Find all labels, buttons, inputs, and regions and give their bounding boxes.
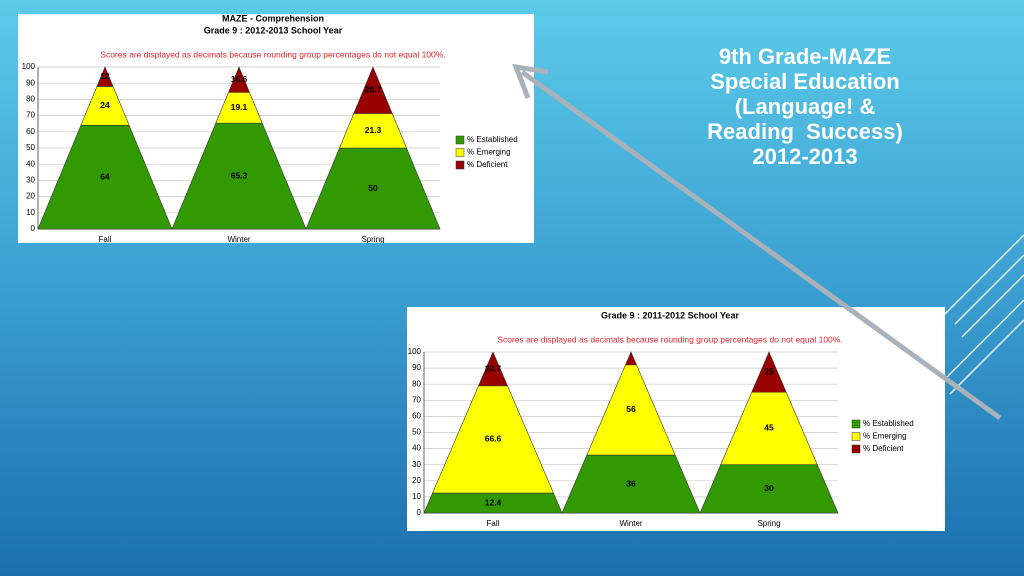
- y-tick-label: 40: [26, 159, 35, 168]
- data-label: 36: [626, 478, 636, 488]
- title-line: 9th Grade-MAZE: [718, 44, 892, 69]
- pyramid-segment: [96, 66, 114, 87]
- x-tick-label: Winter: [619, 519, 642, 528]
- y-tick-label: 0: [31, 224, 36, 233]
- pyramid-segment: [353, 66, 393, 114]
- y-tick-label: 80: [26, 95, 35, 104]
- title-line: Reading Success): [707, 119, 903, 144]
- pyramid-segment: [228, 66, 250, 93]
- legend-label: % Established: [863, 419, 914, 428]
- y-tick-label: 70: [412, 395, 421, 404]
- y-tick-label: 40: [412, 444, 421, 453]
- title-line: Special Education: [710, 69, 900, 94]
- y-tick-label: 20: [412, 476, 421, 485]
- legend-swatch: [851, 444, 861, 454]
- y-tick-label: 80: [412, 379, 421, 388]
- annotation: Scores are displayed as decimals because…: [100, 49, 445, 59]
- title-line: (Language! &: [734, 94, 876, 119]
- y-tick-label: 30: [412, 460, 421, 469]
- data-label: 20.7: [485, 363, 502, 373]
- y-tick-label: 90: [412, 363, 421, 372]
- data-label: 12.4: [485, 497, 502, 507]
- y-tick-label: 70: [26, 111, 35, 120]
- y-tick-label: 60: [26, 127, 35, 136]
- title-line: 2012-2013: [752, 144, 858, 169]
- x-tick-label: Fall: [99, 235, 112, 243]
- data-label: 19.1: [231, 102, 248, 112]
- data-label: 45: [764, 423, 774, 433]
- data-label: 24: [100, 100, 110, 110]
- legend-label: % Established: [467, 135, 518, 144]
- chart-title: MAZE - Comprehension: [222, 14, 324, 23]
- chart: MAZE - Comprehension Grade 9 : 2012-2013 …: [22, 14, 518, 243]
- data-label: 21.3: [365, 125, 382, 135]
- legend-label: % Emerging: [467, 148, 511, 157]
- data-label: 65.3: [231, 170, 248, 180]
- legend-label: % Deficient: [863, 444, 904, 453]
- x-tick-label: Spring: [361, 235, 384, 243]
- y-tick-label: 60: [412, 412, 421, 421]
- y-tick-label: 10: [412, 492, 421, 501]
- x-tick-label: Spring: [757, 519, 780, 528]
- legend-label: % Deficient: [467, 160, 508, 169]
- y-tick-label: 50: [412, 428, 421, 437]
- y-tick-label: 100: [22, 62, 36, 71]
- y-tick-label: 30: [26, 176, 35, 185]
- data-label: 50: [368, 183, 378, 193]
- data-label: 15.6: [231, 74, 248, 84]
- y-tick-label: 0: [417, 508, 422, 517]
- data-label: 25: [764, 366, 774, 376]
- chart: Grade 9 : 2011-2012 School Year Scores ar…: [408, 310, 914, 528]
- y-tick-label: 10: [26, 208, 35, 217]
- chart-subtitle: Grade 9 : 2011-2012 School Year: [601, 310, 739, 320]
- data-label: 66.6: [485, 434, 502, 444]
- y-tick-label: 50: [26, 143, 35, 152]
- legend-label: % Emerging: [863, 432, 907, 441]
- pyramid-segment: [625, 351, 637, 366]
- y-tick-label: 20: [26, 192, 35, 201]
- legend-swatch: [455, 148, 465, 157]
- chart-image: MAZE - Comprehension Grade 9 : 2012-2013 …: [18, 14, 534, 243]
- data-label: 64: [100, 171, 110, 181]
- legend-swatch: [851, 432, 861, 441]
- pyramid-segment: [478, 352, 508, 387]
- slide-title: 9th Grade-MAZE Special Education (Language…: [660, 44, 950, 169]
- data-label: 30: [764, 483, 774, 493]
- chart-subtitle: Grade 9 : 2012-2013 School Year: [204, 25, 343, 35]
- data-label: 12: [100, 71, 110, 81]
- y-tick-label: 100: [408, 347, 422, 356]
- annotation: Scores are displayed as decimals because…: [497, 334, 842, 344]
- legend-swatch: [455, 160, 465, 170]
- data-label: 28.7: [365, 84, 382, 94]
- x-tick-label: Winter: [227, 235, 250, 243]
- legend-swatch: [851, 419, 861, 429]
- legend-swatch: [455, 135, 465, 145]
- chart-image: Grade 9 : 2011-2012 School Year Scores ar…: [407, 307, 945, 531]
- data-label: 56: [626, 404, 636, 414]
- x-tick-label: Fall: [487, 519, 500, 528]
- y-tick-label: 90: [26, 78, 35, 87]
